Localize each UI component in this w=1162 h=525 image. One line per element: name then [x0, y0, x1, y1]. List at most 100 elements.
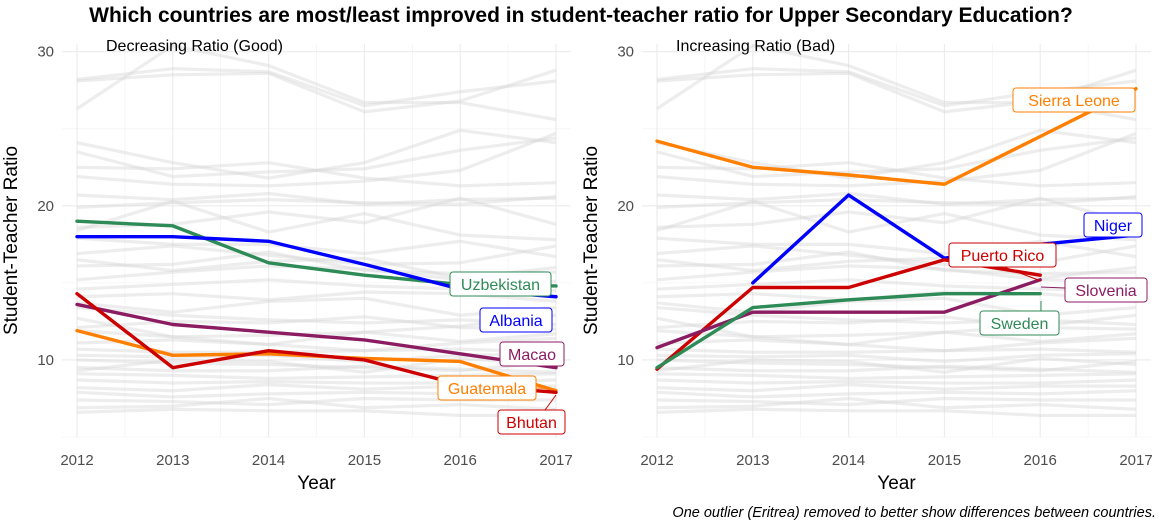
- country-label-guatemala: Guatemala: [437, 375, 557, 401]
- background-line: [76, 194, 557, 209]
- background-country-lines: [656, 43, 1137, 418]
- background-country-lines: [76, 43, 557, 418]
- label-text: Sierra Leone: [1028, 93, 1120, 110]
- y-tick-label-20: 20: [37, 198, 54, 215]
- background-line: [76, 68, 557, 114]
- background-line: [656, 131, 1137, 188]
- background-line: [76, 199, 557, 242]
- background-line: [76, 372, 557, 381]
- label-box: [979, 310, 1060, 336]
- background-line: [76, 356, 557, 374]
- background-line: [656, 378, 1137, 385]
- tick-labels: 2012 2013 2014 2015 2016 2017 10 20 30: [617, 44, 1152, 469]
- x-tick-label-2015: 2015: [928, 452, 961, 469]
- background-line: [656, 136, 1137, 179]
- background-line: [656, 264, 1137, 283]
- series-line-sierra-leone: [655, 86, 1138, 186]
- background-line: [656, 128, 1137, 180]
- background-line: [656, 329, 1137, 344]
- series-line-macao: [75, 302, 558, 370]
- y-axis-title: Student-Teacher Ratio: [1, 146, 22, 335]
- label-box: [449, 271, 552, 297]
- label-text: Guatemala: [448, 381, 526, 398]
- tick-labels: 2012 2013 2014 2015 2016 2017 10 20 30: [37, 44, 572, 469]
- leader-line: [1003, 266, 1042, 282]
- country-label-bhutan: Bhutan: [497, 394, 566, 435]
- background-line: [76, 296, 557, 317]
- background-line: [76, 136, 557, 179]
- background-line: [656, 396, 1137, 411]
- background-line: [656, 250, 1137, 276]
- label-box: [948, 242, 1057, 268]
- background-line: [656, 191, 1137, 206]
- x-tick-label-2016: 2016: [444, 452, 477, 469]
- country-label-slovenia: Slovenia: [1040, 277, 1148, 303]
- background-line: [656, 336, 1137, 353]
- country-label-sierra-leone: Sierra Leone: [1012, 87, 1136, 113]
- background-line: [656, 383, 1136, 393]
- label-text: Niger: [1094, 218, 1133, 235]
- x-tick-label-2013: 2013: [736, 452, 769, 469]
- background-line: [76, 43, 557, 122]
- background-line: [76, 396, 557, 411]
- country-label-uzbekistan: Uzbekistan: [449, 271, 552, 297]
- y-tick-label-10: 10: [37, 352, 54, 369]
- panel-subtitle: Decreasing Ratio (Good): [106, 38, 283, 55]
- background-line: [656, 256, 1137, 280]
- y-axis-title: Student-Teacher Ratio: [581, 146, 602, 335]
- x-axis-title: Year: [877, 473, 916, 494]
- label-text: Slovenia: [1075, 283, 1136, 300]
- x-tick-label-2017: 2017: [1119, 452, 1152, 469]
- series-line-sweden: [655, 291, 1042, 370]
- x-tick-label-2017: 2017: [539, 452, 572, 469]
- background-line: [76, 358, 557, 373]
- label-text: Macao: [508, 347, 556, 364]
- background-line: [76, 244, 557, 266]
- country-label-puerto-rico: Puerto Rico: [948, 242, 1057, 282]
- label-box: [499, 341, 565, 367]
- label-box: [1083, 212, 1143, 238]
- x-tick-label-2012: 2012: [60, 452, 93, 469]
- country-labels: Uzbekistan Albania Macao Guatemala Bhutan: [437, 271, 566, 435]
- background-line: [656, 364, 1137, 374]
- background-line: [76, 236, 557, 259]
- background-line: [656, 196, 1137, 229]
- background-line: [656, 372, 1137, 381]
- background-line: [656, 161, 1137, 188]
- label-box: [437, 375, 537, 401]
- background-line: [76, 161, 557, 188]
- leader-line: [544, 394, 557, 411]
- panel-subtitle: Increasing Ratio (Bad): [676, 38, 835, 55]
- label-box: [479, 307, 553, 333]
- panel-decreasing-ratio: 2012 2013 2014 2015 2016 2017 10 20 30 Year Studen…: [1, 38, 573, 494]
- background-line: [656, 389, 1137, 399]
- label-text: Bhutan: [506, 415, 557, 432]
- background-line: [76, 364, 557, 374]
- background-line: [656, 352, 1137, 364]
- country-label-niger: Niger: [1083, 212, 1143, 238]
- label-box: [1064, 277, 1148, 303]
- background-line: [656, 347, 1137, 354]
- y-tick-label-30: 30: [37, 44, 54, 61]
- leader-line: [535, 387, 557, 390]
- x-tick-label-2012: 2012: [640, 452, 673, 469]
- background-line: [76, 305, 557, 327]
- chart-title: Which countries are most/least improved …: [89, 4, 1073, 27]
- label-box: [1012, 87, 1136, 113]
- panel-increasing-ratio: 2012 2013 2014 2015 2016 2017 10 20 30 Year Studen…: [581, 38, 1153, 494]
- label-text: Uzbekistan: [461, 277, 540, 294]
- x-axis-title: Year: [297, 473, 336, 494]
- country-label-macao: Macao: [499, 341, 565, 367]
- background-line: [656, 396, 1136, 407]
- country-label-sweden: Sweden: [979, 301, 1060, 336]
- x-tick-label-2014: 2014: [252, 452, 285, 469]
- background-line: [76, 131, 557, 188]
- background-line: [76, 329, 557, 344]
- y-tick-label-30: 30: [617, 44, 634, 61]
- label-text: Albania: [489, 313, 542, 330]
- country-labels: Sierra Leone Niger Puerto Rico Slovenia Swed…: [948, 87, 1148, 336]
- major-gridlines: [62, 44, 571, 437]
- x-tick-label-2016: 2016: [1024, 452, 1057, 469]
- country-label-albania: Albania: [479, 307, 553, 333]
- background-line: [656, 356, 1137, 374]
